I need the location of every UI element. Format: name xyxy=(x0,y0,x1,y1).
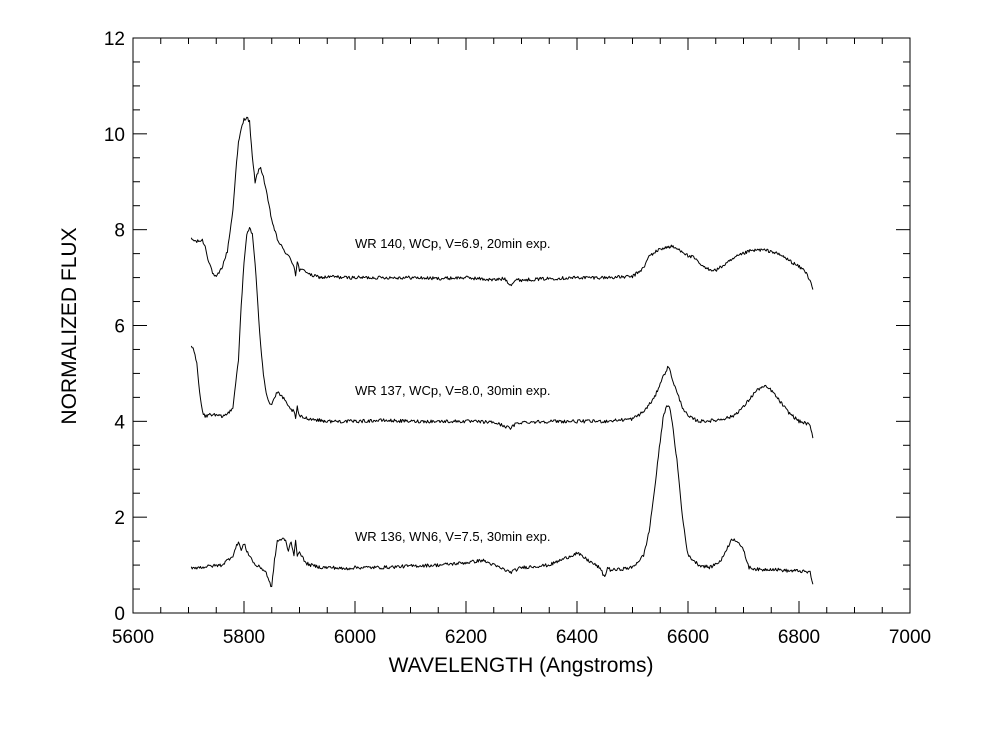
y-tick-label: 0 xyxy=(114,604,125,625)
y-axis-ticks: 0 2 4 6 8 10 12 xyxy=(104,29,910,625)
spectrum-line-1 xyxy=(190,116,814,290)
series-label-2: WR 137, WCp, V=8.0, 30min exp. xyxy=(355,383,550,398)
x-tick-label: 5600 xyxy=(112,627,154,648)
x-tick-label: 6600 xyxy=(667,627,709,648)
y-tick-label: 6 xyxy=(114,317,125,338)
y-tick-label: 8 xyxy=(114,221,125,242)
spectra xyxy=(190,116,814,588)
series-label-3: WR 136, WN6, V=7.5, 30min exp. xyxy=(355,529,550,544)
x-tick-label: 7000 xyxy=(889,627,931,648)
series-labels: WR 140, WCp, V=6.9, 20min exp. WR 137, WC… xyxy=(355,236,550,544)
x-axis-title: WAVELENGTH (Angstroms) xyxy=(389,654,654,677)
y-axis-title: NORMALIZED FLUX xyxy=(58,227,81,424)
y-tick-label: 2 xyxy=(114,508,125,529)
x-tick-label: 6200 xyxy=(445,627,487,648)
x-tick-label: 6800 xyxy=(778,627,820,648)
x-tick-label: 5800 xyxy=(223,627,265,648)
x-axis-ticks: 5600 5800 6000 6200 6400 6600 6800 7000 xyxy=(112,38,931,648)
x-tick-label: 6000 xyxy=(334,627,376,648)
spectrum-line-3 xyxy=(190,405,814,588)
y-tick-label: 12 xyxy=(104,29,125,50)
spectrum-line-2 xyxy=(190,227,814,439)
x-tick-label: 6400 xyxy=(556,627,598,648)
series-label-1: WR 140, WCp, V=6.9, 20min exp. xyxy=(355,236,550,251)
y-tick-label: 10 xyxy=(104,125,125,146)
y-tick-label: 4 xyxy=(114,412,125,433)
